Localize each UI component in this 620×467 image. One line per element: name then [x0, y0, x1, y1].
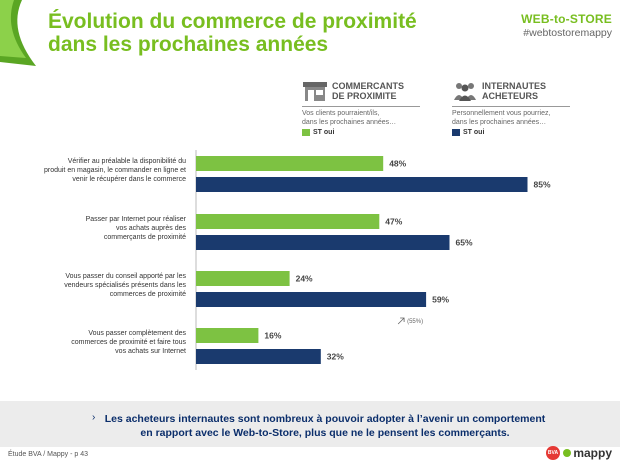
bar-value-label: 32% — [327, 352, 344, 362]
legend-merchants-text-1: Vos clients pourraient/ils, — [302, 110, 380, 117]
bar-chart: 48% 85% 47% 65% 24% 59% 16% 32% (55%) — [195, 150, 551, 370]
category-label-line: vendeurs spécialisés présents dans les — [64, 282, 186, 289]
people-icon — [454, 83, 476, 101]
category-label-line: commerces de proximité — [109, 291, 186, 298]
category-label-line: venir le récupérer dans le commerce — [72, 176, 186, 183]
mappy-logo-text: mappy — [573, 446, 612, 460]
legend-merchants-swatch — [302, 129, 310, 136]
legend-merchants-key: ST oui — [313, 129, 335, 136]
legend-buyers-title-1: INTERNAUTES — [482, 81, 547, 91]
legend-buyers-key: ST oui — [463, 129, 485, 136]
annotation-label: (55%) — [407, 319, 423, 325]
brand-block: WEB-to-STORE #webtostoremappy — [521, 12, 612, 39]
category-label: Vérifier au préalable la disponibilité d… — [36, 157, 186, 184]
bar-value-label: 47% — [385, 217, 402, 227]
legend-buyers-title-2: ACHETEURS — [482, 91, 539, 101]
title-line-1: Évolution du commerce de proximité — [48, 10, 417, 33]
storefront-icon — [303, 82, 327, 101]
category-label-line: Vérifier au préalable la disponibilité d… — [67, 158, 186, 165]
conclusion-text: Les acheteurs internautes sont nombreux … — [90, 412, 560, 440]
bar-buyers — [196, 349, 321, 364]
trend-arrow-icon — [397, 317, 405, 325]
bar-merchants — [196, 328, 259, 343]
bar-value-label: 24% — [296, 274, 313, 284]
bar-value-label: 59% — [432, 295, 449, 305]
bar-value-label: 48% — [389, 159, 406, 169]
legend-buyers-text-2: dans les prochaines années… — [452, 118, 547, 126]
conclusion-band — [0, 401, 620, 447]
category-label-line: produit en magasin, le commander en lign… — [43, 167, 186, 174]
footer-source: Étude BVA / Mappy - p 43 — [8, 451, 89, 458]
corner-decoration — [0, 0, 36, 66]
category-label-line: Vous passer complètement des — [88, 330, 186, 337]
bar-buyers — [196, 235, 450, 250]
category-label: Vous passer du conseil apporté par les ve… — [36, 272, 186, 299]
legend-merchants-text-2: dans les prochaines années… — [302, 118, 397, 126]
bar-buyers — [196, 177, 528, 192]
category-label-line: commerces de proximité et faire tous — [71, 339, 186, 346]
category-label-line: Vous passer du conseil apporté par les — [65, 273, 186, 280]
brand-logo: WEB-to-STORE — [521, 12, 612, 26]
bar-merchants — [196, 271, 290, 286]
bar-merchants — [196, 214, 380, 229]
legend-merchants: COMMERCANTS DE PROXIMITE Vos clients pou… — [302, 80, 420, 136]
category-label-line: vos achats auprès des — [115, 225, 186, 232]
category-label-line: commerçants de proximité — [103, 234, 186, 241]
title-line-2: dans les prochaines années — [48, 33, 329, 56]
bar-value-label: 16% — [264, 331, 281, 341]
bar-value-label: 65% — [456, 238, 473, 248]
category-label-line: Passer par Internet pour réaliser — [85, 216, 186, 223]
page-title: Évolution du commerce de proximité dans … — [48, 10, 468, 56]
legend-buyers: INTERNAUTES ACHETEURS Personnellement vo… — [452, 80, 570, 136]
bva-logo: BVA — [546, 446, 560, 460]
bar-buyers — [196, 292, 427, 307]
legend-merchants-title-2: DE PROXIMITE — [332, 91, 397, 101]
category-label: Passer par Internet pour réaliser vos ach… — [36, 215, 186, 242]
legend-buyers-text-1: Personnellement vous pourriez, — [452, 110, 551, 117]
bar-value-label: 85% — [534, 180, 551, 190]
bar-merchants — [196, 156, 384, 171]
conclusion-line-2: en rapport avec le Web-to-Store, plus qu… — [140, 427, 510, 439]
mappy-dot-icon — [563, 449, 572, 457]
conclusion-bullet: › — [92, 412, 96, 423]
brand-hashtag: #webtostoremappy — [523, 27, 612, 39]
legend-buyers-swatch — [452, 129, 460, 136]
category-label: Vous passer complètement des commerces de… — [36, 329, 186, 356]
legend-merchants-title-1: COMMERCANTS — [332, 81, 404, 91]
conclusion-line-1: Les acheteurs internautes sont nombreux … — [104, 413, 546, 425]
category-label-line: vos achats sur Internet — [115, 348, 186, 355]
mappy-logo: mappy — [563, 446, 612, 460]
